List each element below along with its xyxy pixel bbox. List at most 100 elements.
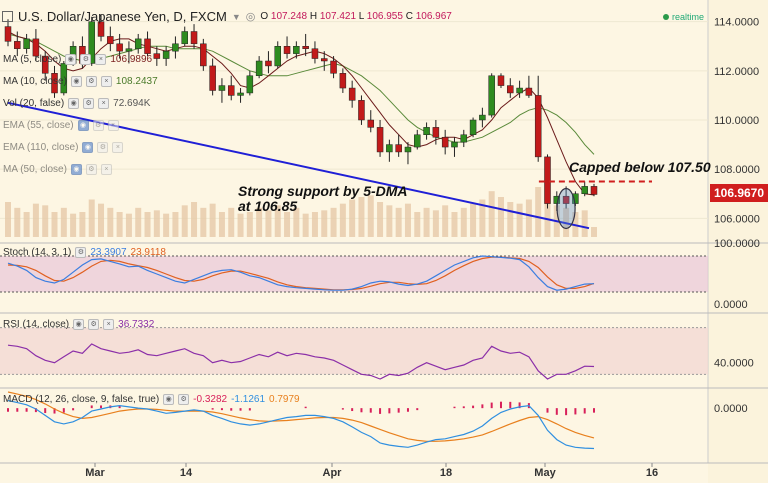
settings-icon[interactable]: ⚙ bbox=[92, 120, 104, 131]
price-tick-label: 106.0000 bbox=[714, 213, 760, 225]
volume-bar bbox=[367, 195, 374, 237]
settings-icon[interactable]: ⚙ bbox=[178, 394, 190, 405]
candle-down bbox=[441, 136, 449, 148]
macd-histogram-bar bbox=[565, 408, 568, 416]
eye-icon[interactable]: ◉ bbox=[70, 164, 82, 175]
volume-bar bbox=[479, 199, 486, 237]
volume-bar bbox=[377, 202, 384, 237]
indicator-row: MA (50, close) ◉ ⚙ × bbox=[3, 164, 112, 175]
candle-down bbox=[265, 60, 272, 67]
macd-histogram-bar bbox=[388, 408, 391, 414]
stoch-legend: Stoch (14, 3, 1) ⚙ 23.3907 23.9118 bbox=[3, 247, 166, 258]
volume-bar bbox=[414, 212, 421, 237]
stoch-band bbox=[0, 256, 708, 292]
volume-bar bbox=[507, 202, 514, 237]
candle-up bbox=[293, 46, 300, 54]
candle-down bbox=[562, 195, 570, 204]
support-trendline bbox=[7, 101, 590, 230]
macd-histogram-bar bbox=[16, 408, 19, 412]
close-icon[interactable]: × bbox=[98, 98, 110, 109]
volume-bar bbox=[488, 191, 495, 237]
indicator-label: Vol (20, false) bbox=[3, 98, 65, 109]
candle-down bbox=[107, 36, 114, 45]
indicator-label: EMA (110, close) bbox=[3, 142, 79, 153]
close-icon[interactable]: × bbox=[107, 120, 119, 131]
x-tick-label: May bbox=[534, 467, 556, 479]
volume-bar bbox=[274, 205, 281, 237]
macd-histogram-bar bbox=[351, 408, 354, 412]
visibility-toggle-icon[interactable]: ◎ bbox=[245, 11, 256, 23]
volume-bar bbox=[525, 199, 532, 237]
candle-down bbox=[367, 119, 375, 128]
candle-down bbox=[302, 46, 309, 49]
eye-icon[interactable]: ◉ bbox=[82, 142, 94, 153]
eye-icon[interactable]: ◉ bbox=[65, 54, 77, 65]
macd-histogram-bar bbox=[490, 402, 493, 409]
close-icon[interactable]: × bbox=[112, 142, 124, 153]
candle-up bbox=[88, 21, 95, 64]
close-icon[interactable]: × bbox=[103, 319, 115, 330]
candle-up bbox=[516, 87, 523, 94]
eye-icon[interactable]: ◉ bbox=[77, 120, 89, 131]
candle-down bbox=[395, 144, 402, 153]
symbol-icon[interactable] bbox=[2, 11, 13, 22]
candle-up bbox=[386, 144, 393, 153]
eye-icon[interactable]: ◉ bbox=[68, 98, 80, 109]
status-dot-icon bbox=[662, 14, 669, 20]
close-icon[interactable]: × bbox=[95, 54, 107, 65]
stoch-axis-label: 100.0000 bbox=[714, 238, 760, 250]
macd-histogram-bar bbox=[499, 401, 502, 409]
volume-bar bbox=[358, 197, 365, 237]
indicator-label: MA (10, close) bbox=[3, 76, 67, 87]
candle-up bbox=[134, 38, 142, 49]
candle-down bbox=[544, 156, 551, 204]
chart-header: U.S. Dollar/Japanese Yen, D, FXCM ▼ ◎ O … bbox=[2, 9, 452, 24]
macd-histogram-bar bbox=[53, 408, 56, 414]
candle-up bbox=[125, 48, 133, 52]
eye-icon[interactable]: ◉ bbox=[163, 394, 175, 405]
settings-icon[interactable]: ⚙ bbox=[80, 54, 92, 65]
volume-bar bbox=[265, 210, 272, 237]
candle-up bbox=[423, 127, 430, 135]
indicator-label: MA (50, close) bbox=[3, 164, 67, 175]
eye-icon[interactable]: ◉ bbox=[73, 319, 85, 330]
volume-bar bbox=[442, 205, 449, 237]
ohlc-key-l: L bbox=[358, 11, 367, 22]
volume-bar bbox=[116, 212, 123, 237]
volume-bar bbox=[228, 207, 235, 237]
volume-bar bbox=[135, 207, 142, 237]
support-annotation-line1: Strong support by 5-DMA bbox=[238, 183, 408, 199]
ohlc-key-o: O bbox=[260, 11, 271, 22]
candle-down bbox=[190, 31, 198, 45]
macd-line-value: -1.1261 bbox=[231, 394, 266, 405]
candle-down bbox=[525, 87, 533, 96]
macd-histogram-bar bbox=[518, 402, 521, 409]
settings-icon[interactable]: ⚙ bbox=[83, 98, 95, 109]
candle-down bbox=[376, 127, 384, 153]
settings-icon[interactable]: ⚙ bbox=[75, 247, 87, 258]
chevron-down-icon[interactable]: ▼ bbox=[231, 11, 241, 22]
candle-up bbox=[162, 50, 170, 59]
settings-icon[interactable]: ⚙ bbox=[85, 76, 97, 87]
candle-down bbox=[144, 38, 151, 54]
volume-bar bbox=[51, 212, 58, 237]
macd-signal-line bbox=[7, 391, 595, 442]
macd-histogram-bar bbox=[7, 408, 9, 412]
settings-icon[interactable]: ⚙ bbox=[85, 164, 97, 175]
volume-bar bbox=[284, 212, 291, 237]
eye-icon[interactable]: ◉ bbox=[70, 76, 82, 87]
rsi-value: 36.7332 bbox=[118, 319, 155, 330]
candle-down bbox=[227, 85, 235, 96]
candle-down bbox=[534, 95, 542, 158]
macd-histogram-bar bbox=[304, 406, 307, 409]
ohlc-key-c: C bbox=[405, 11, 416, 22]
candle-up bbox=[479, 114, 486, 121]
ohlc-readout: O 107.248 H 107.421 L 106.955 C 106.967 bbox=[260, 11, 452, 22]
close-icon[interactable]: × bbox=[100, 76, 112, 87]
close-icon[interactable]: × bbox=[100, 164, 112, 175]
settings-icon[interactable]: ⚙ bbox=[88, 319, 100, 330]
stoch-k-line bbox=[7, 255, 595, 291]
settings-icon[interactable]: ⚙ bbox=[97, 142, 109, 153]
volume-bar bbox=[14, 207, 21, 237]
rsi-band bbox=[0, 327, 708, 375]
